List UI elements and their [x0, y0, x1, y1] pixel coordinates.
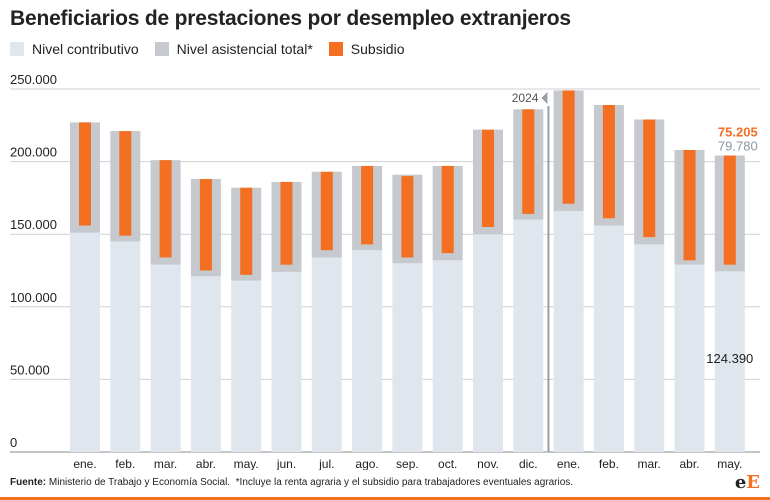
- bar-contributivo: [634, 244, 665, 452]
- chart-title: Beneficiarios de prestaciones por desemp…: [10, 7, 571, 30]
- x-tick-label: feb.: [599, 457, 619, 470]
- legend-item-subsidio: Subsidio: [328, 41, 405, 57]
- bar-subsidio: [441, 165, 454, 254]
- bar-subsidio: [119, 131, 132, 236]
- x-tick-label: abr.: [196, 457, 216, 470]
- legend: Nivel contributivo Nivel asistencial tot…: [10, 41, 420, 57]
- bar-contributivo: [150, 264, 181, 452]
- x-tick-label: jul.: [318, 457, 334, 470]
- x-tick-label: feb.: [115, 457, 135, 470]
- y-tick-label: 0: [10, 435, 17, 450]
- bar-chart: 0 50.000 100.000 150.000 200.000 250.000 ene. f…: [10, 72, 760, 470]
- bar-contributivo: [392, 263, 423, 452]
- legend-label-asistencial: Nivel asistencial total*: [176, 41, 313, 57]
- source-text: Ministerio de Trabajo y Economía Social.: [48, 477, 231, 488]
- legend-item-asistencial: Nivel asistencial total*: [154, 41, 313, 57]
- bar-contributivo: [553, 210, 584, 452]
- year-label: 2024: [512, 91, 539, 105]
- bar-subsidio: [401, 176, 414, 258]
- annotation-label: 124.390: [706, 351, 753, 366]
- bar-contributivo: [70, 232, 100, 452]
- bar-contributivo: [352, 250, 383, 452]
- x-tick-label: may.: [717, 457, 742, 470]
- x-tick-label: dic.: [519, 457, 538, 470]
- x-tick-label: ago.: [355, 457, 378, 470]
- bar-contributivo: [473, 234, 503, 452]
- bar-subsidio: [240, 187, 253, 275]
- bar-contributivo: [271, 271, 302, 452]
- x-tick-label: sep.: [396, 457, 419, 470]
- bar-subsidio: [562, 90, 575, 204]
- bar-subsidio: [683, 149, 696, 261]
- bar-contributivo: [190, 276, 221, 452]
- legend-label-contributivo: Nivel contributivo: [32, 41, 139, 57]
- x-tick-label: ene.: [73, 457, 96, 470]
- bar-contributivo: [593, 225, 624, 452]
- y-tick-label: 150.000: [10, 217, 57, 232]
- footer: Fuente: Ministerio de Trabajo y Economía…: [10, 477, 573, 488]
- y-tick-label: 100.000: [10, 290, 57, 305]
- x-tick-label: abr.: [679, 457, 699, 470]
- bar-contributivo: [311, 257, 342, 452]
- bar-contributivo: [432, 260, 463, 452]
- bar-subsidio: [361, 165, 374, 245]
- logo-letter: E: [746, 472, 760, 493]
- bar-subsidio: [602, 104, 615, 219]
- bar-subsidio: [482, 129, 494, 227]
- legend-label-subsidio: Subsidio: [350, 41, 405, 57]
- y-tick-label: 200.000: [10, 145, 57, 160]
- legend-swatch-subsidio: [328, 42, 343, 56]
- bar-subsidio: [522, 109, 535, 214]
- bar-contributivo: [714, 271, 745, 452]
- logo: eE: [735, 472, 760, 493]
- annotation-label: 79.780: [718, 139, 758, 154]
- x-tick-label: may.: [234, 457, 259, 470]
- bar-subsidio: [159, 160, 172, 258]
- y-tick-label: 50.000: [10, 362, 50, 377]
- legend-swatch-contributivo: [10, 42, 24, 56]
- annotation-label: 75.205: [718, 125, 758, 140]
- legend-swatch-asistencial: [154, 42, 169, 56]
- bar-subsidio: [280, 181, 293, 265]
- bar-subsidio: [723, 155, 736, 265]
- bar-contributivo: [110, 241, 141, 452]
- bar-subsidio: [320, 171, 333, 251]
- bar-contributivo: [674, 264, 705, 452]
- bar-contributivo: [513, 219, 544, 452]
- y-tick-label: 250.000: [10, 72, 57, 87]
- x-tick-label: jun.: [276, 457, 296, 470]
- year-arrow-icon: [541, 92, 548, 104]
- bar-subsidio: [79, 122, 91, 226]
- x-tick-label: nov.: [477, 457, 499, 470]
- bar-subsidio: [199, 179, 212, 271]
- bar-subsidio: [643, 119, 656, 238]
- footnote: *Incluye la renta agraria y el subsidio …: [235, 477, 574, 488]
- x-tick-label: mar.: [154, 457, 177, 470]
- x-tick-label: oct.: [438, 457, 457, 470]
- bar-contributivo: [231, 280, 262, 452]
- x-tick-label: ene.: [557, 457, 580, 470]
- source-label: Fuente:: [10, 477, 47, 488]
- logo-prefix: e: [734, 472, 747, 493]
- footer-accent-line: [0, 497, 770, 500]
- x-tick-label: mar.: [638, 457, 661, 470]
- legend-item-contributivo: Nivel contributivo: [10, 41, 139, 57]
